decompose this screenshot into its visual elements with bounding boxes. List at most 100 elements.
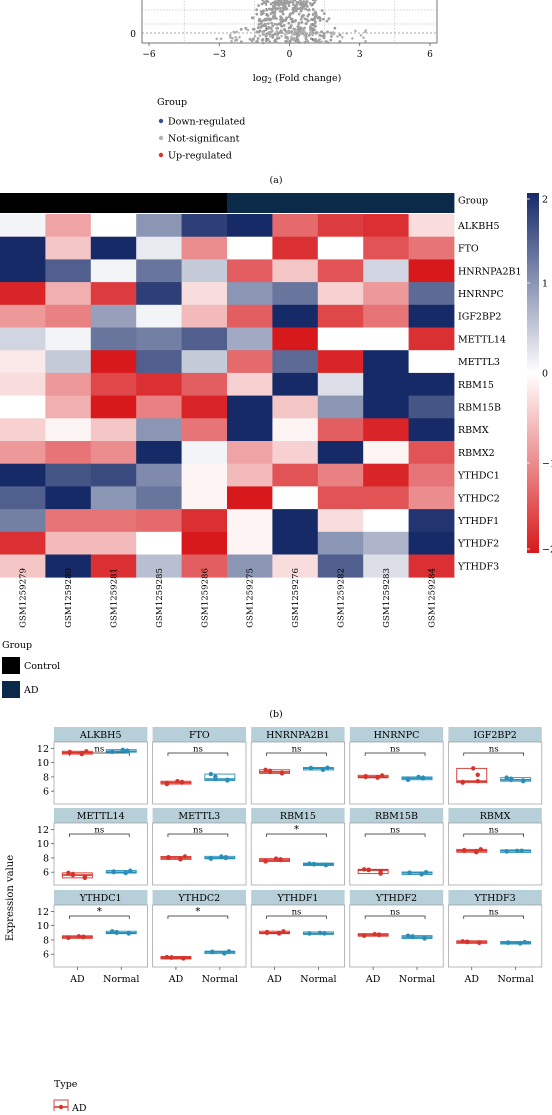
heatmap-cell: [0, 259, 46, 282]
data-point-normal: [312, 862, 316, 866]
data-point-normal: [410, 934, 414, 938]
volcano-point: [275, 30, 278, 33]
y-tick-label: 12: [37, 744, 49, 755]
y-tick-label: 8: [43, 772, 49, 783]
heatmap-column-label: GSM1259286: [200, 568, 210, 628]
x-tick-label-normal: Normal: [399, 974, 435, 985]
volcano-point: [266, 38, 269, 41]
data-point-normal: [309, 766, 313, 770]
data-point-ad: [476, 779, 480, 783]
data-point-ad: [66, 871, 70, 875]
volcano-point: [351, 37, 354, 40]
volcano-point: [264, 33, 267, 36]
volcano-point: [255, 8, 258, 11]
volcano-point: [263, 0, 266, 3]
heatmap-cell: [136, 282, 182, 305]
heatmap-group-row-label: Group: [458, 196, 488, 207]
heatmap-cell: [182, 509, 228, 532]
data-point-ad: [465, 940, 469, 944]
group-bar-ad: [363, 193, 409, 213]
heatmap-cell: [318, 214, 364, 237]
volcano-point: [289, 26, 292, 29]
facet-strip-label: YTHDC1: [79, 893, 122, 904]
volcano-point: [303, 27, 306, 30]
volcano-point: [310, 18, 313, 21]
heatmap-cell: [363, 282, 409, 305]
y-tick-label: 10: [37, 921, 49, 932]
significance-label: ns: [292, 908, 302, 918]
volcano-point: [318, 16, 321, 19]
volcano-point: [310, 4, 313, 7]
heatmap-row-label-mettl3: METTL3: [458, 357, 500, 368]
volcano-point: [314, 20, 317, 23]
volcano-point: [282, 7, 285, 10]
data-point-normal: [406, 777, 410, 781]
significance-label: ns: [390, 908, 400, 918]
volcano-point: [301, 15, 304, 18]
heatmap-group-bar: [0, 193, 454, 213]
volcano-point: [258, 20, 261, 23]
heatmap-column-label: GSM1259284: [427, 567, 437, 627]
volcano-point: [320, 30, 323, 33]
volcano-point: [257, 37, 260, 40]
heatmap-cell: [272, 509, 318, 532]
heatmap-cell: [91, 214, 137, 237]
data-point-normal: [112, 869, 116, 873]
heatmap-cell: [227, 282, 273, 305]
significance-label: ns: [292, 745, 302, 755]
data-point-ad: [477, 940, 481, 944]
group-bar-ad: [272, 193, 318, 213]
data-point-normal: [325, 765, 329, 769]
heatmap-cell: [272, 418, 318, 441]
colorbar-tick-label: 1: [542, 279, 548, 290]
heatmap-cell: [409, 305, 455, 328]
volcano-point: [336, 35, 339, 38]
heatmap-cell: [45, 509, 91, 532]
data-point-normal: [219, 854, 223, 858]
heatmap-cell: [318, 532, 364, 555]
heatmap-cell: [227, 373, 273, 396]
volcano-point: [275, 17, 278, 20]
data-point-ad: [362, 933, 366, 937]
x-tick-label-ad: AD: [464, 974, 480, 985]
heatmap-cell: [0, 282, 46, 305]
y-tick-label: 6: [43, 787, 49, 798]
heatmap-cell: [272, 282, 318, 305]
volcano-point: [283, 24, 286, 27]
heatmap-row-label-ythdf3: YTHDF3: [457, 561, 499, 572]
data-point-normal: [322, 931, 326, 935]
data-point-ad: [462, 848, 466, 852]
data-point-normal: [110, 749, 114, 753]
panel-label-b: (b): [269, 709, 283, 720]
volcano-point: [321, 41, 324, 44]
heatmap-column-label: GSM1259285: [155, 568, 165, 628]
heatmap-cell: [272, 373, 318, 396]
heatmap-cell: [363, 441, 409, 464]
data-point-ad: [278, 857, 282, 861]
heatmap-column-label: GSM1259283: [382, 568, 392, 628]
heatmap-cell: [318, 328, 364, 351]
legend-down-regulated-dot: [159, 119, 163, 123]
heatmap-cell: [91, 237, 137, 260]
heatmap-cell: [182, 441, 228, 464]
heatmap-cell: [409, 486, 455, 509]
volcano-point: [263, 18, 266, 21]
volcano-point: [301, 21, 304, 24]
heatmap-cell: [227, 396, 273, 419]
heatmap-cell: [272, 441, 318, 464]
data-point-ad: [165, 955, 169, 959]
heatmap-cell: [363, 259, 409, 282]
data-point-ad: [66, 935, 70, 939]
heatmap-cell: [272, 350, 318, 373]
heatmap-cell: [91, 509, 137, 532]
volcano-point: [234, 36, 237, 39]
heatmap-cell: [91, 259, 137, 282]
data-point-normal: [307, 861, 311, 865]
volcano-point: [261, 39, 264, 42]
heatmap-cell: [0, 486, 46, 509]
facet-strip-label: YTHDF2: [375, 893, 417, 904]
heatmap-cell: [91, 305, 137, 328]
